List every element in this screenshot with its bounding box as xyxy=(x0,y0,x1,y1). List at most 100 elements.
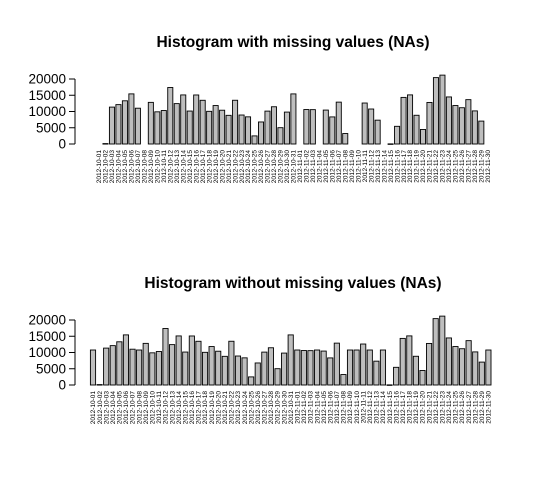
bar xyxy=(373,360,380,386)
x-tick-label: 2012-10-07 xyxy=(135,150,142,184)
x-tick-label: 2012-11-08 xyxy=(341,391,348,424)
x-tick-label: 2012-10-30 xyxy=(284,150,291,184)
x-tick-label: 2012-10-22 xyxy=(232,150,239,184)
x-tick-label: 2012-11-07 xyxy=(334,391,341,424)
x-tick-label: 2012-11-13 xyxy=(374,391,381,424)
x-tick-label: 2012-11-12 xyxy=(368,150,375,183)
bar xyxy=(188,335,195,386)
bar xyxy=(267,347,274,386)
x-tick-label: 2012-11-15 xyxy=(387,391,394,424)
x-tick-label: 2012-11-12 xyxy=(367,391,374,424)
x-tick-label: 2012-10-22 xyxy=(229,391,236,425)
x-tick-label: 2012-10-01 xyxy=(90,391,97,425)
bar xyxy=(129,348,136,386)
x-tick-label: 2012-11-05 xyxy=(323,150,330,183)
x-tick-label: 2012-10-24 xyxy=(242,391,249,425)
bar xyxy=(342,133,349,145)
x-tick-label: 2012-10-20 xyxy=(215,391,222,425)
bar xyxy=(340,374,347,386)
x-tick-label: 2012-11-22 xyxy=(433,391,440,424)
x-tick-label: 2012-11-30 xyxy=(485,150,492,183)
x-tick-label: 2012-11-29 xyxy=(479,150,486,183)
bar xyxy=(432,318,439,386)
x-tick-label: 2012-11-26 xyxy=(459,150,466,183)
x-tick-label: 2012-11-28 xyxy=(472,150,479,183)
bar xyxy=(452,346,459,386)
x-tick-label: 2012-10-28 xyxy=(271,150,278,184)
bar xyxy=(439,74,446,145)
x-tick-label: 2012-10-14 xyxy=(180,150,187,184)
x-tick-label: 2012-11-28 xyxy=(472,391,479,424)
bar xyxy=(219,109,226,145)
bar xyxy=(108,106,115,145)
x-tick-label: 2012-11-20 xyxy=(420,391,427,424)
bar xyxy=(426,342,433,386)
x-tick-label: 2012-10-29 xyxy=(278,150,285,184)
bar xyxy=(419,370,426,386)
x-tick-label: 2012-10-30 xyxy=(281,391,288,425)
y-tick-label: 10000 xyxy=(28,345,66,360)
x-tick-label: 2012-10-29 xyxy=(275,391,282,425)
bar xyxy=(193,94,200,145)
x-tick-label: 2012-10-26 xyxy=(255,391,262,425)
x-tick-label: 2012-10-05 xyxy=(122,150,129,184)
bar xyxy=(394,125,401,145)
x-tick-label: 2012-11-17 xyxy=(401,150,408,183)
x-tick-label: 2012-10-15 xyxy=(187,150,194,184)
x-tick-label: 2012-11-19 xyxy=(413,391,420,424)
x-tick-label: 2012-10-07 xyxy=(130,391,137,425)
x-tick-label: 2012-11-24 xyxy=(446,150,453,183)
bar xyxy=(303,109,310,145)
x-tick-label: 2012-10-27 xyxy=(265,150,272,184)
x-tick-label: 2012-10-02 xyxy=(97,391,104,425)
x-tick-label: 2012-11-22 xyxy=(433,150,440,183)
bar xyxy=(199,99,206,145)
x-tick-label: 2012-11-01 xyxy=(297,150,304,183)
x-tick-label: 2012-11-21 xyxy=(426,391,433,424)
bar xyxy=(360,343,367,386)
bar xyxy=(264,110,271,145)
x-tick-label: 2012-11-03 xyxy=(310,150,317,183)
bar xyxy=(173,103,180,145)
bar xyxy=(116,341,123,386)
bar xyxy=(96,384,103,386)
x-tick-label: 2012-11-25 xyxy=(453,391,460,424)
bar xyxy=(221,355,228,386)
bar xyxy=(128,93,135,145)
bar xyxy=(329,116,336,145)
x-tick-label: 2012-11-04 xyxy=(314,391,321,424)
bar xyxy=(169,344,176,386)
bar xyxy=(180,94,187,145)
bar xyxy=(162,328,169,386)
chart-panel-without-nas: Histogram without missing values (NAs) 0… xyxy=(28,275,492,424)
x-tick-label: 2012-11-03 xyxy=(308,391,315,424)
bar xyxy=(215,350,222,386)
x-tick-label: 2012-10-04 xyxy=(110,391,117,425)
x-tick-label: 2012-10-02 xyxy=(103,150,110,184)
x-tick-label: 2012-10-31 xyxy=(291,150,298,184)
bar xyxy=(270,106,277,145)
bar xyxy=(258,121,265,145)
x-tick-label: 2012-11-15 xyxy=(388,150,395,183)
bar xyxy=(149,352,156,386)
bar xyxy=(102,143,109,145)
bar xyxy=(232,99,239,145)
bar xyxy=(361,102,368,145)
bar xyxy=(134,107,141,145)
bar xyxy=(420,129,427,145)
bar xyxy=(407,94,414,145)
bar xyxy=(175,335,182,386)
bar xyxy=(186,110,193,145)
x-tick-label: 2012-10-18 xyxy=(206,150,213,184)
chart-title: Histogram with missing values (NAs) xyxy=(156,34,429,51)
y-tick-label: 5000 xyxy=(36,361,66,376)
x-tick-label: 2012-10-26 xyxy=(258,150,265,184)
x-tick-label: 2012-10-04 xyxy=(116,150,123,184)
bar xyxy=(465,99,472,145)
bar xyxy=(307,350,314,386)
x-tick-label: 2012-11-23 xyxy=(439,391,446,424)
x-tick-label: 2012-11-14 xyxy=(381,150,388,183)
x-tick-label: 2012-10-25 xyxy=(248,391,255,425)
x-tick-label: 2012-10-10 xyxy=(150,391,157,425)
